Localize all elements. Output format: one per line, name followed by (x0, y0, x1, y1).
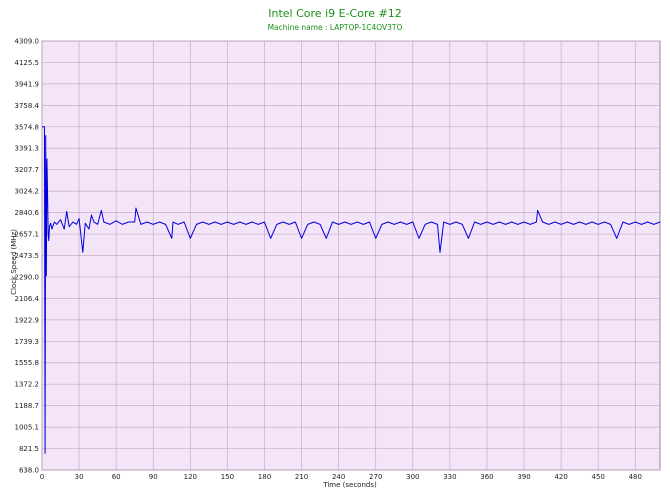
y-axis: 638.0 821.5 1005.1 1188.7 1372.2 1555.8 1739.3… (15, 38, 40, 475)
x-tick-label: 450 (592, 473, 605, 481)
x-tick-label: 210 (295, 473, 308, 481)
x-tick-label: 330 (443, 473, 456, 481)
y-tick-label: 3758.4 (15, 102, 40, 110)
x-tick-label: 180 (258, 473, 271, 481)
y-tick-label: 1005.1 (15, 424, 40, 432)
x-tick-label: 150 (221, 473, 234, 481)
y-tick-label: 2290.0 (15, 273, 40, 281)
y-tick-label: 3574.8 (15, 123, 40, 131)
y-tick-label: 2657.1 (15, 231, 40, 239)
x-tick-label: 480 (629, 473, 642, 481)
y-tick-label: 4125.5 (15, 59, 40, 67)
chart-subtitle: Machine name : LAPTOP-1C4OV3TO (268, 23, 403, 32)
x-axis-label: Time (seconds) (322, 481, 377, 489)
x-tick-label: 390 (517, 473, 530, 481)
y-tick-label: 1555.8 (15, 359, 40, 367)
y-tick-label: 3391.3 (15, 145, 40, 153)
x-tick-label: 30 (75, 473, 84, 481)
y-tick-label: 1372.2 (15, 381, 40, 389)
y-tick-label: 821.5 (19, 445, 39, 453)
x-tick-label: 90 (149, 473, 158, 481)
x-tick-label: 120 (184, 473, 197, 481)
y-tick-label: 3941.9 (15, 80, 40, 88)
x-tick-label: 270 (369, 473, 382, 481)
x-tick-label: 420 (554, 473, 567, 481)
y-tick-label: 2106.4 (15, 295, 40, 303)
x-tick-label: 300 (406, 473, 419, 481)
y-tick-label: 1188.7 (15, 402, 40, 410)
y-tick-label: 2473.5 (15, 252, 40, 260)
y-tick-label: 638.0 (19, 467, 39, 475)
y-tick-label: 1739.3 (15, 338, 40, 346)
chart-title: Intel Core i9 E-Core #12 (268, 7, 401, 20)
x-tick-label: 240 (332, 473, 345, 481)
series-layer (42, 126, 661, 454)
series-line (42, 126, 661, 454)
x-axis: 0 30 60 90 120 150 180 210 240 270 300 330 360 390 420… (40, 473, 642, 481)
x-tick-label: 0 (40, 473, 44, 481)
x-tick-label: 60 (112, 473, 121, 481)
y-tick-label: 3024.2 (15, 188, 40, 196)
grid-lines (41, 40, 660, 471)
y-tick-label: 3207.7 (15, 166, 40, 174)
y-tick-label: 2840.6 (15, 209, 40, 217)
y-axis-label: Clock Speed (MHz) (10, 229, 18, 295)
x-tick-label: 360 (480, 473, 493, 481)
y-tick-label: 4309.0 (15, 38, 40, 46)
y-tick-label: 1922.9 (15, 316, 40, 324)
